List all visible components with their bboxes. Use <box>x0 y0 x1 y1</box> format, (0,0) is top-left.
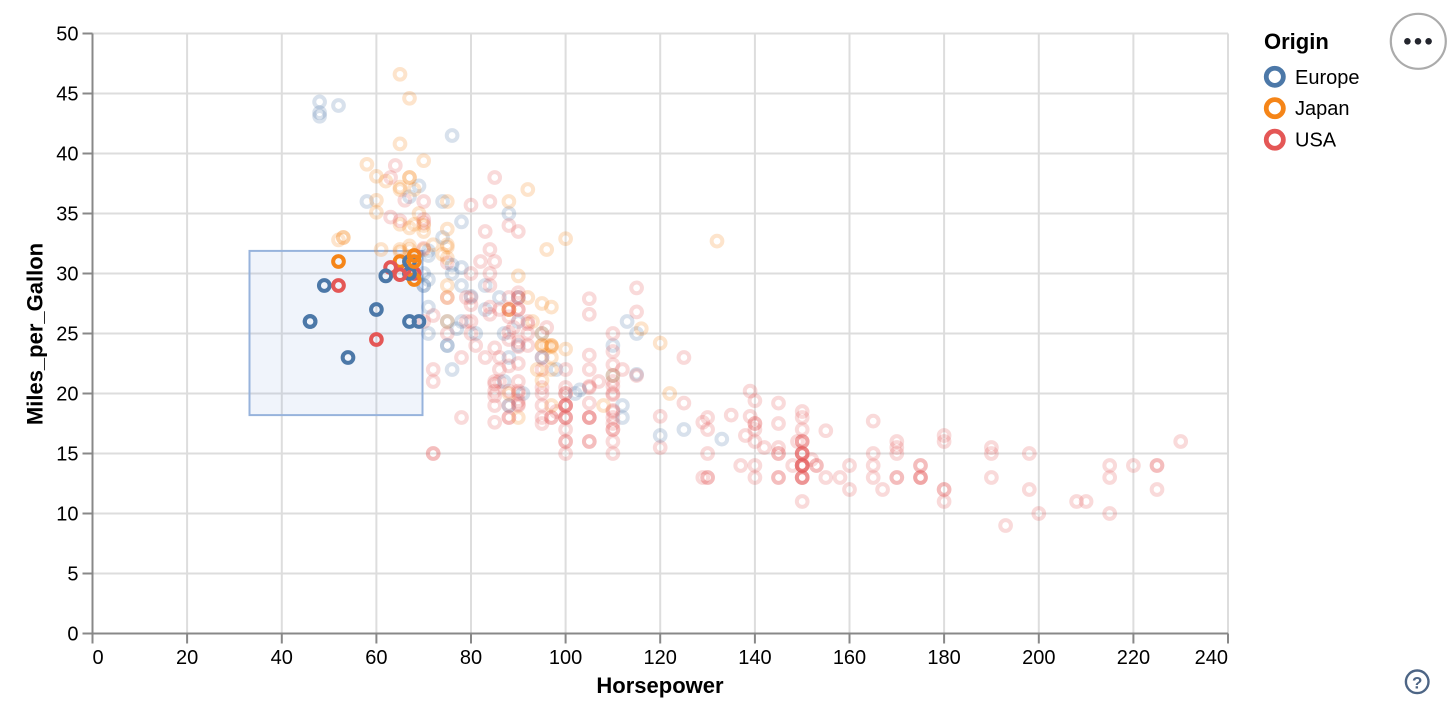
svg-text:80: 80 <box>460 647 482 669</box>
svg-text:25: 25 <box>56 324 78 346</box>
svg-text:35: 35 <box>56 204 78 226</box>
svg-text:0: 0 <box>93 647 104 669</box>
svg-text:10: 10 <box>56 504 78 526</box>
svg-text:240: 240 <box>1195 647 1228 669</box>
svg-text:Horsepower: Horsepower <box>596 673 724 698</box>
svg-text:Origin: Origin <box>1264 29 1329 54</box>
svg-text:20: 20 <box>176 647 198 669</box>
svg-text:220: 220 <box>1117 647 1150 669</box>
svg-text:0: 0 <box>67 624 78 646</box>
svg-text:180: 180 <box>927 647 960 669</box>
svg-text:60: 60 <box>365 647 387 669</box>
svg-text:160: 160 <box>833 647 866 669</box>
svg-text:15: 15 <box>56 444 78 466</box>
svg-text:140: 140 <box>738 647 771 669</box>
svg-text:100: 100 <box>549 647 582 669</box>
svg-text:40: 40 <box>271 647 293 669</box>
svg-text:40: 40 <box>56 144 78 166</box>
svg-text:Europe: Europe <box>1295 67 1360 89</box>
svg-text:50: 50 <box>56 24 78 46</box>
svg-text:30: 30 <box>56 264 78 286</box>
svg-text:20: 20 <box>56 384 78 406</box>
svg-text:?: ? <box>1412 674 1422 693</box>
svg-text:5: 5 <box>67 564 78 586</box>
svg-text:45: 45 <box>56 84 78 106</box>
svg-text:Miles_per_Gallon: Miles_per_Gallon <box>23 243 48 425</box>
svg-text:200: 200 <box>1022 647 1055 669</box>
svg-text:120: 120 <box>644 647 677 669</box>
svg-text:USA: USA <box>1295 130 1337 152</box>
svg-text:Japan: Japan <box>1295 98 1350 120</box>
